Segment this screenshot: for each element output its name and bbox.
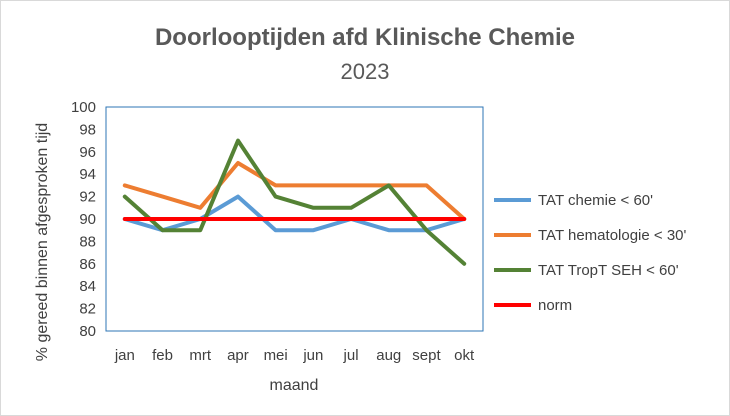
series-line-2: [122, 138, 467, 266]
y-axis-title: % gereed binnen afgesproken tijd: [34, 123, 51, 361]
y-tick-label: 80: [79, 323, 96, 340]
x-tick-label: aug: [376, 347, 401, 364]
y-tick-label: 92: [79, 189, 96, 206]
x-tick-label: mrt: [189, 347, 211, 364]
plot-area-border: [105, 106, 484, 332]
y-tick-label: 86: [79, 256, 96, 273]
x-tick-label: jan: [114, 347, 135, 364]
legend: TAT chemie < 60' TAT hematologie < 30' TAT…: [494, 192, 687, 314]
series-lines: [122, 138, 467, 266]
y-tick-label: 94: [79, 166, 96, 183]
x-tick-label: mei: [264, 347, 288, 364]
x-tick-label: feb: [152, 347, 173, 364]
x-tick-label: okt: [454, 347, 475, 364]
y-tick-label: 96: [79, 144, 96, 161]
chart-subtitle: 2023: [341, 59, 390, 84]
series-line-0: [122, 194, 467, 233]
y-tick-label: 100: [71, 99, 96, 116]
x-axis-title: maand: [270, 377, 319, 394]
chart-title: Doorlooptijden afd Klinische Chemie: [155, 24, 575, 51]
legend-label: TAT TropT SEH < 60': [538, 262, 679, 279]
x-tick-label: jun: [302, 347, 323, 364]
legend-label: TAT chemie < 60': [538, 192, 653, 209]
x-axis: jan feb mrt apr mei jun jul aug sept okt: [114, 347, 475, 364]
y-tick-label: 82: [79, 301, 96, 318]
legend-label: norm: [538, 297, 572, 314]
legend-label: TAT hematologie < 30': [538, 227, 687, 244]
y-tick-label: 84: [79, 278, 96, 295]
series-line-1: [122, 161, 467, 221]
y-axis: 80 82 84 86 88 90 92 94 96 98 100: [71, 99, 96, 340]
y-tick-label: 88: [79, 233, 96, 250]
x-tick-label: jul: [343, 347, 359, 364]
y-tick-label: 90: [79, 211, 96, 228]
x-tick-label: sept: [412, 347, 441, 364]
y-tick-label: 98: [79, 121, 96, 138]
x-tick-label: apr: [227, 347, 249, 364]
